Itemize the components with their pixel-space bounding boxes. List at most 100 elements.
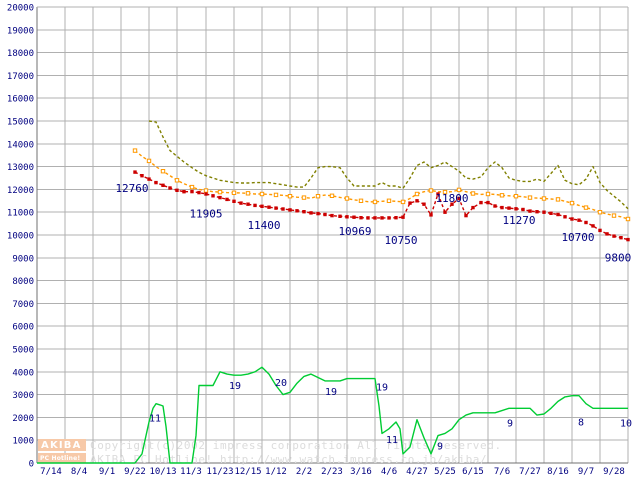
y-axis-tick-label: 15000 — [7, 118, 34, 128]
data-point-marker — [583, 205, 589, 210]
y-axis-tick-label: 2000 — [12, 414, 34, 424]
count-annotation: 9 — [437, 442, 443, 453]
data-point-marker — [443, 210, 447, 214]
data-point-marker — [161, 183, 165, 187]
price-annotation: 11905 — [189, 208, 222, 221]
price-annotation: 9800 — [605, 252, 632, 265]
data-point-marker — [470, 191, 476, 196]
data-point-marker — [493, 204, 497, 208]
x-axis-tick-label: 7/27 — [519, 467, 541, 477]
data-point-marker — [542, 210, 546, 214]
data-point-marker — [422, 202, 426, 206]
y-axis-tick-label: 5000 — [12, 346, 34, 356]
count-annotation: 11 — [149, 414, 161, 425]
data-point-marker — [373, 216, 377, 220]
count-annotation: 8 — [578, 418, 584, 429]
series-min — [133, 170, 630, 242]
data-point-marker — [442, 189, 448, 195]
data-point-marker — [154, 180, 158, 185]
x-axis-tick-label: 2/2 — [296, 467, 312, 477]
data-point-marker — [619, 236, 623, 240]
x-axis-tick-label: 8/16 — [547, 467, 569, 477]
count-annotation: 11 — [386, 435, 398, 446]
akiba-logo-badge — [38, 439, 86, 451]
x-axis-tick-label: 7/6 — [494, 467, 510, 477]
data-point-marker — [513, 194, 519, 199]
data-point-marker — [295, 209, 299, 213]
data-point-marker — [190, 189, 194, 194]
x-axis-tick-label: 9/1 — [99, 467, 115, 477]
data-point-marker — [577, 218, 581, 222]
y-axis-tick-label: 0 — [29, 460, 34, 470]
data-point-marker — [626, 237, 630, 242]
data-point-marker — [197, 190, 201, 195]
data-point-marker — [315, 194, 321, 199]
data-point-marker — [302, 210, 306, 214]
count-annotation: 9 — [507, 418, 513, 429]
price-annotation: 11800 — [435, 192, 468, 205]
data-point-marker — [386, 198, 392, 204]
data-point-marker — [507, 206, 511, 210]
watermark-site: AKIBA PC Hotline! http://www.watch.impre… — [90, 453, 487, 466]
series-max — [148, 120, 629, 210]
count-annotation: 10 — [620, 418, 632, 429]
data-point-marker — [450, 202, 454, 206]
series-line-count — [37, 366, 628, 464]
data-point-marker — [527, 195, 533, 200]
akiba-logo-text: AKIBA — [41, 440, 82, 451]
data-point-marker — [464, 213, 468, 218]
data-point-marker — [147, 177, 151, 181]
data-point-marker — [380, 216, 384, 220]
data-point-marker — [408, 201, 412, 205]
y-axis-tick-label: 1000 — [12, 437, 34, 447]
y-axis-tick-label: 18000 — [7, 49, 34, 59]
data-point-marker — [535, 210, 539, 214]
y-axis-tick-label: 13000 — [7, 163, 34, 173]
data-point-marker — [287, 194, 293, 199]
price-annotation: 11400 — [247, 219, 280, 232]
data-point-marker — [598, 228, 602, 233]
data-point-marker — [274, 206, 278, 210]
data-point-marker — [182, 190, 186, 194]
data-point-marker — [246, 202, 250, 206]
x-axis-tick-label: 9/28 — [603, 467, 625, 477]
data-point-marker — [330, 213, 334, 218]
y-axis-tick-label: 9000 — [12, 254, 34, 264]
data-point-marker — [338, 214, 342, 218]
data-point-marker — [309, 211, 313, 215]
data-point-marker — [273, 192, 279, 198]
x-axis-tick-label: 12/15 — [234, 467, 261, 477]
data-point-marker — [612, 234, 616, 238]
x-axis-tick-label: 2/23 — [321, 467, 343, 477]
x-axis-tick-label: 9/7 — [578, 467, 594, 477]
data-point-marker — [359, 216, 363, 220]
data-point-marker — [225, 197, 229, 202]
data-point-marker — [556, 212, 560, 217]
data-point-marker — [414, 191, 420, 197]
data-point-marker — [133, 170, 137, 174]
price-annotation: 12760 — [115, 182, 148, 195]
data-point-marker — [400, 199, 406, 205]
data-point-marker — [329, 193, 335, 199]
series-line-avg — [134, 150, 629, 220]
y-axis-tick-label: 10000 — [7, 232, 34, 242]
y-axis-tick-label: 4000 — [12, 368, 34, 378]
price-annotation: 11270 — [502, 214, 535, 227]
data-point-marker — [260, 204, 264, 208]
data-point-marker — [605, 232, 609, 236]
data-point-marker — [415, 199, 419, 203]
data-point-marker — [597, 210, 603, 215]
x-axis-tick-label: 4/6 — [381, 467, 397, 477]
data-point-marker — [189, 184, 195, 190]
price-annotation: 10969 — [338, 225, 371, 238]
data-point-marker — [160, 169, 166, 174]
data-point-marker — [146, 158, 152, 164]
x-axis-tick-label: 5/25 — [434, 467, 456, 477]
data-point-marker — [549, 211, 553, 215]
data-point-marker — [174, 178, 180, 183]
x-axis-tick-label: 4/27 — [406, 467, 428, 477]
data-point-marker — [352, 215, 356, 219]
x-axis-tick-label: 3/16 — [350, 467, 372, 477]
y-axis-tick-label: 6000 — [12, 323, 34, 333]
data-point-marker — [457, 196, 461, 201]
